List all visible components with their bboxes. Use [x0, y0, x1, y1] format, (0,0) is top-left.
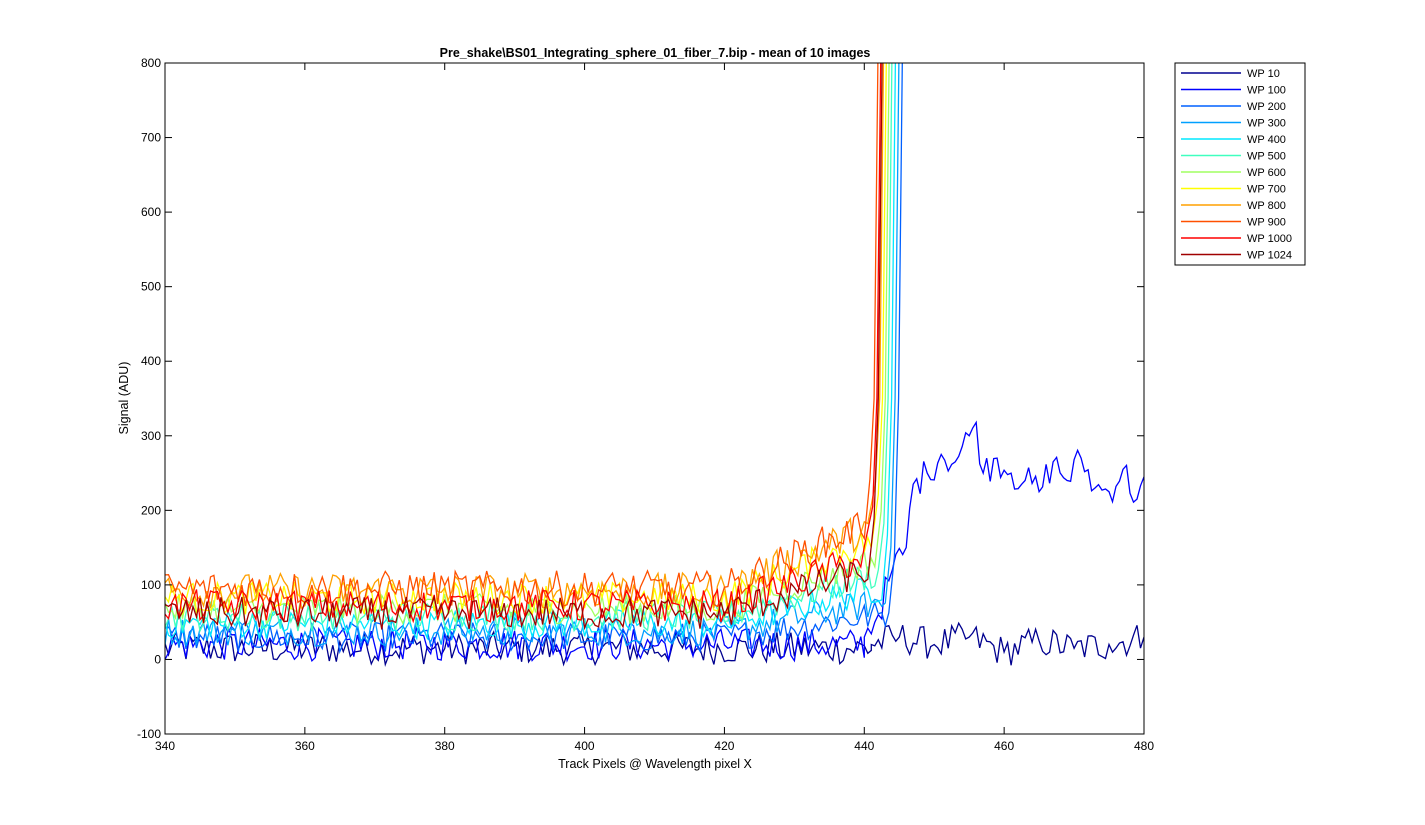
x-tick-label: 400	[575, 739, 595, 753]
series-line-wp-600	[165, 63, 890, 625]
series-line-wp-300	[165, 63, 900, 647]
legend: WP 10 WP 100 WP 200 WP 300 WP 400 WP 500 WP 60…	[1174, 62, 1306, 266]
y-tick-label: 700	[141, 131, 161, 145]
legend-entry: WP 200	[1247, 101, 1286, 113]
x-axis: 340 360 380 400 420 440 460 480	[155, 63, 1154, 753]
legend-entry: WP 900	[1247, 217, 1286, 229]
y-tick-label: 300	[141, 429, 161, 443]
y-tick-label: 400	[141, 354, 161, 368]
series-line-wp-10	[165, 621, 1144, 667]
legend-entry: WP 100	[1247, 85, 1286, 97]
legend-entry: WP 800	[1247, 200, 1286, 212]
series-line-wp-800	[165, 63, 885, 611]
legend-entry: WP 500	[1247, 151, 1286, 163]
legend-entry: WP 700	[1247, 184, 1286, 196]
plot-area	[164, 62, 1145, 735]
chart-title: Pre_shake\BS01_Integrating_sphere_01_fib…	[440, 46, 871, 60]
y-tick-label: 800	[141, 56, 161, 70]
x-tick-label: 420	[714, 739, 734, 753]
x-tick-label: 340	[155, 739, 175, 753]
series-line-wp-500	[165, 63, 893, 633]
legend-entry: WP 1000	[1247, 233, 1292, 245]
x-tick-label: 360	[295, 739, 315, 753]
y-tick-label: 200	[141, 503, 161, 517]
legend-entry: WP 10	[1247, 68, 1280, 80]
series-line-wp-1000	[165, 63, 882, 624]
x-tick-label: 380	[435, 739, 455, 753]
y-axis: -100 0 100 200 300 400 500 600 700 800	[137, 56, 1144, 741]
y-tick-label: 600	[141, 205, 161, 219]
y-tick-label: 0	[154, 652, 161, 666]
legend-entry: WP 1024	[1247, 250, 1292, 262]
plot-frame	[164, 62, 1145, 735]
legend-entry: WP 300	[1247, 118, 1286, 130]
y-tick-label: 100	[141, 578, 161, 592]
x-tick-label: 460	[994, 739, 1014, 753]
series-line-wp-900	[165, 63, 879, 608]
legend-box	[1174, 62, 1306, 266]
series-line-wp-400	[165, 63, 897, 642]
y-tick-label: 500	[141, 280, 161, 294]
x-tick-label: 480	[1134, 739, 1154, 753]
y-tick-label: -100	[137, 727, 161, 741]
x-axis-label: Track Pixels @ Wavelength pixel X	[558, 757, 752, 771]
series-line-wp-1024	[165, 63, 883, 631]
series-line-wp-700	[165, 63, 887, 617]
y-axis-label: Signal (ADU)	[117, 362, 131, 435]
legend-entry: WP 400	[1247, 134, 1286, 146]
legend-entry: WP 600	[1247, 167, 1286, 179]
x-tick-label: 440	[854, 739, 874, 753]
